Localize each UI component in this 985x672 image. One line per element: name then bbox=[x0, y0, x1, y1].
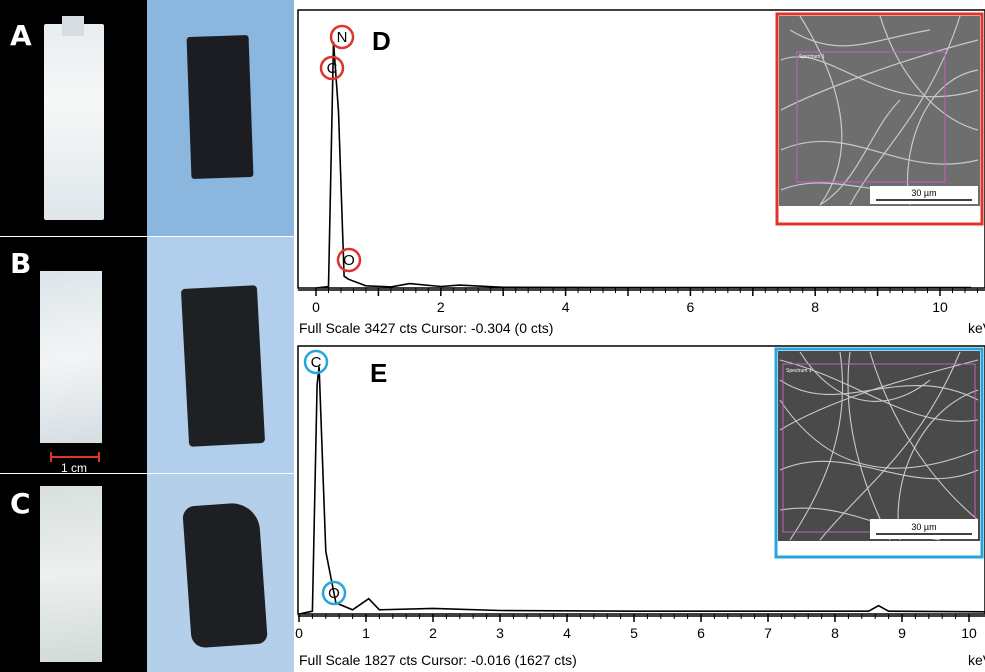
spectrum-d-status: Full Scale 3427 cts Cursor: -0.304 (0 ct… bbox=[299, 320, 553, 336]
peak-marker-c-e bbox=[303, 349, 329, 375]
sem-inset-e-spectrum-label: Spectrum 1 bbox=[786, 368, 812, 374]
spectrum-e-unit: keV bbox=[968, 652, 985, 668]
sem-inset-e-scale-label: 30 µm bbox=[911, 522, 936, 532]
scale-bar-label: 1 cm bbox=[61, 461, 88, 473]
spectrum-d-line bbox=[315, 41, 972, 289]
tick-label: 2 bbox=[429, 625, 437, 641]
photo-c-plain bbox=[0, 474, 147, 672]
tick-label: 4 bbox=[562, 299, 570, 315]
photo-b-plain: 1 cm bbox=[0, 237, 147, 473]
peak-label-o-e: O bbox=[328, 585, 340, 602]
spectrum-d-unit: keV bbox=[968, 320, 985, 336]
peak-marker-n bbox=[329, 24, 355, 50]
tick-label: 0 bbox=[312, 299, 320, 315]
sem-inset-d-roi bbox=[796, 51, 946, 183]
tick-label: 0 bbox=[295, 625, 303, 641]
tick-label: 7 bbox=[764, 625, 772, 641]
sem-inset-d-scale-label: 30 µm bbox=[911, 188, 936, 198]
tick-label: 5 bbox=[630, 625, 638, 641]
panel-label-d: D bbox=[372, 26, 391, 56]
peak-label-o-d: O bbox=[343, 252, 355, 269]
sem-inset-d-spectrum-label: Spectrum 1 bbox=[799, 54, 825, 60]
sample-c-film bbox=[40, 486, 102, 662]
photo-c-coated bbox=[147, 474, 294, 672]
peak-label-c-d: C bbox=[327, 60, 338, 77]
sample-b-film bbox=[40, 271, 102, 443]
spectrum-e-line bbox=[298, 366, 985, 615]
spectrum-d-ticks bbox=[315, 288, 978, 296]
peak-marker-c-d bbox=[319, 55, 345, 81]
spectrum-d-tick-labels: 0 2 4 6 8 10 bbox=[312, 299, 948, 315]
panel-label-e: E bbox=[370, 358, 387, 388]
photo-b-coated bbox=[147, 237, 294, 473]
photo-a-plain bbox=[0, 0, 147, 236]
tick-label: 8 bbox=[831, 625, 839, 641]
spectrum-e-tick-labels: 0 1 2 3 4 5 6 7 8 9 10 bbox=[295, 625, 977, 641]
panel-label-a: A bbox=[10, 19, 32, 52]
spectrum-e-ticks bbox=[298, 614, 970, 622]
peak-label-c-e: C bbox=[311, 354, 322, 371]
peak-marker-o-d bbox=[336, 247, 362, 273]
scale-bar-cap-right bbox=[98, 452, 100, 462]
spectrum-e-status: Full Scale 1827 cts Cursor: -0.016 (1627… bbox=[299, 652, 577, 668]
tick-label: 6 bbox=[687, 299, 695, 315]
sample-a-film-tab bbox=[62, 16, 84, 36]
photo-a-coated bbox=[147, 0, 294, 236]
tick-label: 4 bbox=[563, 625, 571, 641]
sample-a-film bbox=[44, 24, 104, 220]
tick-label: 2 bbox=[437, 299, 445, 315]
sem-inset-d-image bbox=[779, 16, 980, 206]
tick-label: 8 bbox=[811, 299, 819, 315]
panel-label-b: B bbox=[10, 247, 32, 280]
tick-label: 9 bbox=[898, 625, 906, 641]
tick-label: 10 bbox=[961, 625, 977, 641]
tick-label: 1 bbox=[362, 625, 370, 641]
peak-label-n: N bbox=[337, 29, 348, 46]
panel-label-c: C bbox=[10, 487, 31, 520]
scale-bar-cap-left bbox=[50, 452, 52, 462]
tick-label: 10 bbox=[932, 299, 948, 315]
peak-marker-o-e bbox=[321, 580, 347, 606]
tick-label: 3 bbox=[496, 625, 504, 641]
scale-bar-line bbox=[50, 456, 100, 458]
tick-label: 6 bbox=[697, 625, 705, 641]
